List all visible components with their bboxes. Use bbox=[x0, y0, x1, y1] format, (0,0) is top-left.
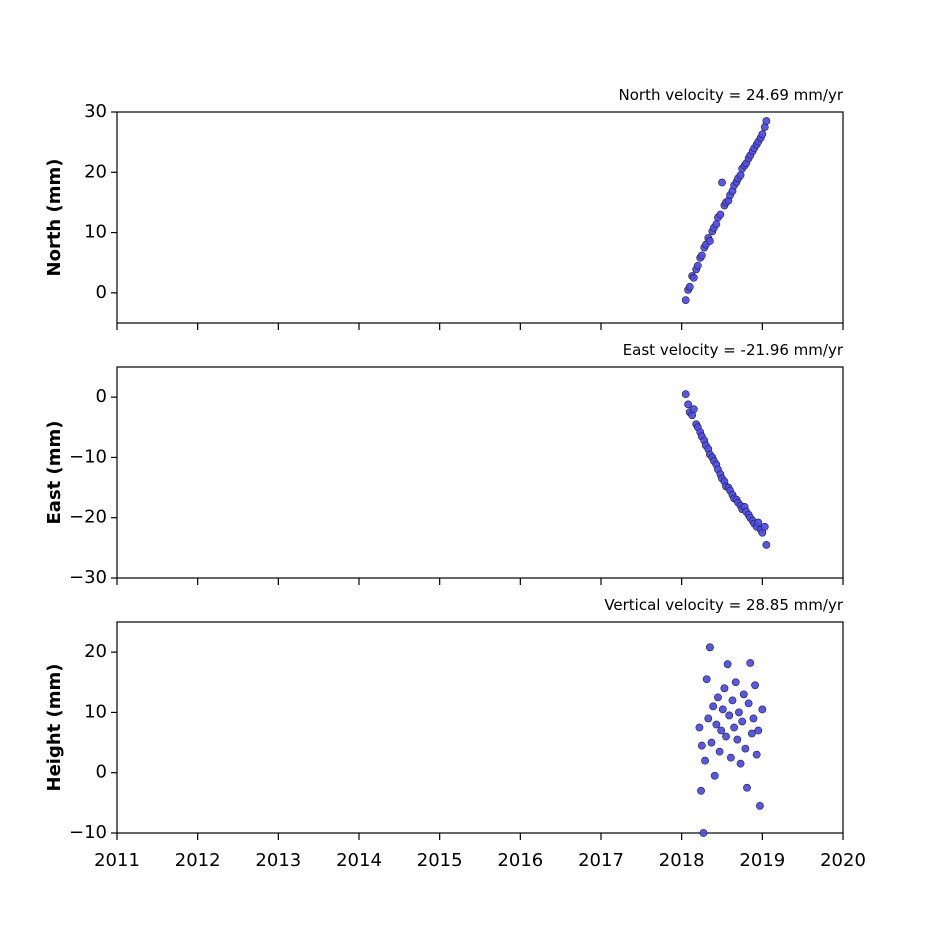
y-tick-label: 20 bbox=[84, 161, 107, 182]
x-tick-label: 2014 bbox=[336, 850, 382, 871]
plot-frame bbox=[116, 111, 844, 324]
x-tick-label: 2015 bbox=[417, 850, 463, 871]
point bbox=[706, 643, 714, 652]
point bbox=[735, 708, 743, 717]
x-tick-label: 2018 bbox=[659, 850, 705, 871]
panel-title: East velocity = -21.96 mm/yr bbox=[623, 341, 844, 359]
point bbox=[716, 210, 725, 219]
point bbox=[712, 720, 721, 729]
point bbox=[709, 702, 718, 711]
point bbox=[746, 659, 755, 667]
point bbox=[728, 696, 737, 705]
x-tick-label: 2017 bbox=[578, 850, 624, 871]
plot-frame bbox=[116, 621, 844, 834]
point bbox=[684, 400, 693, 409]
y-tick-label: 0 bbox=[96, 386, 107, 407]
point bbox=[751, 681, 759, 690]
y-tick-label: 10 bbox=[84, 222, 107, 243]
point bbox=[695, 723, 704, 732]
point bbox=[762, 540, 771, 549]
point bbox=[743, 783, 751, 792]
panel-title: Vertical velocity = 28.85 mm/yr bbox=[604, 596, 844, 614]
point bbox=[736, 759, 745, 768]
point bbox=[739, 690, 748, 699]
y-tick-label: −20 bbox=[69, 507, 107, 528]
point bbox=[718, 705, 727, 714]
point bbox=[697, 251, 706, 260]
point bbox=[710, 771, 719, 780]
point bbox=[697, 741, 706, 750]
point bbox=[754, 726, 763, 735]
y-tick-label: 0 bbox=[96, 282, 107, 303]
point bbox=[699, 829, 708, 837]
panel-title: North velocity = 24.69 mm/yr bbox=[619, 86, 844, 104]
point bbox=[702, 675, 711, 684]
y-tick-label: 30 bbox=[84, 101, 107, 122]
point bbox=[697, 786, 705, 795]
point bbox=[707, 738, 716, 747]
x-tick-label: 2012 bbox=[175, 850, 221, 871]
y-tick-label: 20 bbox=[84, 641, 107, 662]
point bbox=[720, 684, 729, 693]
point bbox=[752, 750, 761, 759]
x-tick-label: 2020 bbox=[820, 850, 866, 871]
point bbox=[722, 732, 730, 741]
y-axis-label: East (mm) bbox=[44, 421, 65, 525]
point bbox=[754, 518, 763, 527]
point bbox=[730, 723, 738, 732]
point bbox=[733, 735, 742, 744]
point bbox=[762, 117, 771, 125]
y-tick-label: −10 bbox=[69, 822, 107, 843]
y-axis-label: Height (mm) bbox=[44, 664, 65, 792]
point bbox=[681, 390, 690, 399]
point bbox=[715, 747, 724, 756]
x-tick-label: 2013 bbox=[255, 850, 301, 871]
point bbox=[717, 726, 726, 735]
point bbox=[749, 714, 758, 723]
point bbox=[736, 171, 745, 180]
point bbox=[758, 130, 767, 139]
point bbox=[689, 273, 698, 282]
plot-frame bbox=[116, 366, 844, 579]
point bbox=[704, 714, 713, 723]
point bbox=[685, 282, 694, 291]
x-tick-label: 2019 bbox=[739, 850, 785, 871]
y-tick-label: 10 bbox=[84, 701, 107, 722]
x-tick-label: 2016 bbox=[497, 850, 543, 871]
point bbox=[693, 261, 702, 270]
point bbox=[758, 705, 767, 714]
y-tick-label: −30 bbox=[69, 567, 107, 588]
point bbox=[681, 296, 690, 304]
point bbox=[731, 678, 740, 687]
point bbox=[689, 405, 698, 414]
point bbox=[747, 729, 756, 738]
point bbox=[723, 660, 732, 669]
point bbox=[726, 753, 735, 762]
point bbox=[756, 801, 764, 810]
point bbox=[701, 756, 709, 765]
point bbox=[712, 220, 721, 229]
point bbox=[741, 744, 750, 753]
point bbox=[725, 711, 734, 720]
y-axis-label: North (mm) bbox=[44, 159, 65, 277]
x-tick-label: 2011 bbox=[94, 850, 140, 871]
y-tick-label: −10 bbox=[69, 446, 107, 467]
point bbox=[738, 717, 747, 726]
point bbox=[714, 693, 722, 702]
point bbox=[718, 178, 726, 187]
point bbox=[744, 699, 753, 708]
y-tick-label: 0 bbox=[96, 762, 107, 783]
point bbox=[706, 237, 714, 245]
point bbox=[760, 522, 769, 531]
